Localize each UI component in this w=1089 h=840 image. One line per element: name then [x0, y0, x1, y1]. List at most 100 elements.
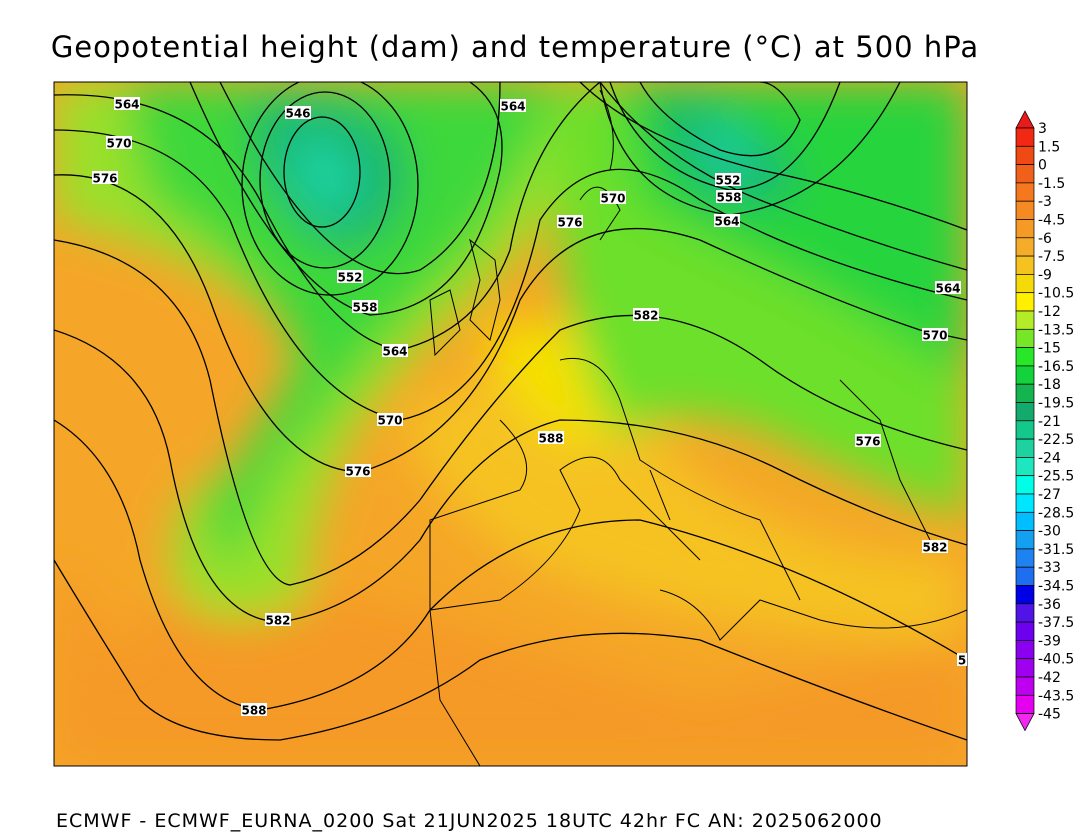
- colorbar-box: [1015, 255, 1035, 275]
- colorbar-label: -18: [1038, 377, 1061, 393]
- contour-label: 570: [922, 329, 947, 343]
- colorbar-box: [1015, 694, 1035, 714]
- colorbar-label: -45: [1038, 707, 1061, 723]
- colorbar-label: -10.5: [1038, 286, 1074, 302]
- colorbar-box: [1015, 292, 1035, 312]
- colorbar-label: -31.5: [1038, 542, 1074, 558]
- contour-label-bg: [337, 270, 363, 283]
- contour-label-bg: [935, 281, 961, 294]
- colorbar-box: [1015, 511, 1035, 531]
- colorbar-box: [1015, 585, 1035, 605]
- contour-label: 558: [352, 301, 377, 315]
- colorbar-bottom-triangle: [1015, 713, 1035, 732]
- colorbar-box: [1015, 676, 1035, 696]
- contour-label-bg: [345, 464, 371, 477]
- contour-label-bg: [265, 613, 291, 626]
- colorbar-label: -1.5: [1038, 176, 1065, 192]
- map-title: Geopotential height (dam) and temperatur…: [50, 30, 980, 64]
- contour-label-bg: [500, 99, 526, 112]
- colorbar-box: [1015, 475, 1035, 495]
- colorbar: 3 1.5 0 -1.5 -3 -4.5 -6 -7.5 -9 -10.5 -12 -13.5 -15 -…: [1015, 110, 1074, 732]
- contour-label: 576: [345, 465, 370, 479]
- colorbar-label: -25.5: [1038, 469, 1074, 485]
- colorbar-top-triangle: [1015, 110, 1035, 129]
- colorbar-box: [1015, 493, 1035, 513]
- contour-label-bg: [538, 431, 564, 444]
- contour-label-bg: [92, 171, 118, 184]
- colorbar-label: -7.5: [1038, 249, 1065, 265]
- colorbar-box: [1015, 640, 1035, 660]
- colorbar-box: [1015, 365, 1035, 385]
- contour-labels: 564 570 576 546 564 552 558 564 570 576 582 588 570 5…: [92, 97, 967, 718]
- colorbar-box: [1015, 200, 1035, 220]
- contour-label: 552: [337, 271, 362, 285]
- contour-label: 552: [715, 174, 740, 188]
- colorbar-label: -30: [1038, 524, 1061, 540]
- colorbar-label: -37.5: [1038, 615, 1074, 631]
- contour-label-bg: [716, 190, 742, 203]
- contour-label-bg: [600, 191, 626, 204]
- colorbar-label: -13.5: [1038, 322, 1074, 338]
- colorbar-box: [1015, 182, 1035, 202]
- contour-label-bg: [715, 173, 741, 186]
- colorbar-box: [1015, 438, 1035, 458]
- colorbar-box: [1015, 658, 1035, 678]
- contour-label-bg: [922, 540, 948, 553]
- colorbar-label: -40.5: [1038, 652, 1074, 668]
- colorbar-label: -36: [1038, 597, 1061, 613]
- contour-label: 588: [538, 432, 563, 446]
- colorbar-box: [1015, 164, 1035, 184]
- contour-label: 588: [241, 704, 266, 718]
- contour-label-bg: [633, 308, 659, 321]
- colorbar-label: -19.5: [1038, 396, 1074, 412]
- colorbar-label: 0: [1038, 158, 1047, 174]
- colorbar-box: [1015, 420, 1035, 440]
- contour-label: 564: [114, 98, 139, 112]
- contour-label-bg: [114, 97, 140, 110]
- contour-label: 576: [557, 216, 582, 230]
- contour-label: 582: [633, 309, 658, 323]
- colorbar-label: -3: [1038, 194, 1052, 210]
- colorbar-label: -28.5: [1038, 505, 1074, 521]
- contour-label-bg: [352, 300, 378, 313]
- contour-label: 570: [106, 137, 131, 151]
- colorbar-box: [1015, 383, 1035, 403]
- contour-label: 564: [500, 100, 525, 114]
- colorbar-label: -27: [1038, 487, 1061, 503]
- colorbar-label: -43.5: [1038, 688, 1074, 704]
- temperature-field: [54, 82, 967, 766]
- contour-label: 558: [716, 191, 741, 205]
- contour-546: [283, 116, 361, 228]
- colorbar-label: -6: [1038, 231, 1052, 247]
- contour-label: 564: [935, 282, 960, 296]
- colorbar-label: 3: [1038, 121, 1047, 137]
- colorbar-label: -34.5: [1038, 579, 1074, 595]
- contour-label: 564: [382, 345, 407, 359]
- colorbar-box: [1015, 145, 1035, 165]
- colorbar-box: [1015, 603, 1035, 623]
- colorbar-box: [1015, 457, 1035, 477]
- coastlines: [429, 89, 967, 766]
- colorbar-box: [1015, 621, 1035, 641]
- colorbar-label: -39: [1038, 633, 1061, 649]
- colorbar-box: [1015, 566, 1035, 586]
- colorbar-box: [1015, 219, 1035, 239]
- colorbar-box: [1015, 237, 1035, 257]
- footer-info: ECMWF - ECMWF_EURNA_0200 Sat 21JUN2025 1…: [56, 810, 883, 832]
- contour-label-bg: [377, 413, 403, 426]
- contour-label-bg: [922, 328, 948, 341]
- contour-label-bg: [285, 106, 311, 119]
- contour-label: 576: [92, 172, 117, 186]
- contour-label: 564: [714, 215, 739, 229]
- colorbar-label: -21: [1038, 414, 1061, 430]
- colorbar-box: [1015, 530, 1035, 550]
- colorbar-box: [1015, 328, 1035, 348]
- colorbar-label: -15: [1038, 341, 1061, 357]
- colorbar-label: -4.5: [1038, 213, 1065, 229]
- contour-label-bg: [241, 703, 267, 716]
- contour-label: 570: [600, 192, 625, 206]
- colorbar-box: [1015, 548, 1035, 568]
- map-frame: [53, 81, 968, 767]
- contour-label: 5: [958, 654, 966, 668]
